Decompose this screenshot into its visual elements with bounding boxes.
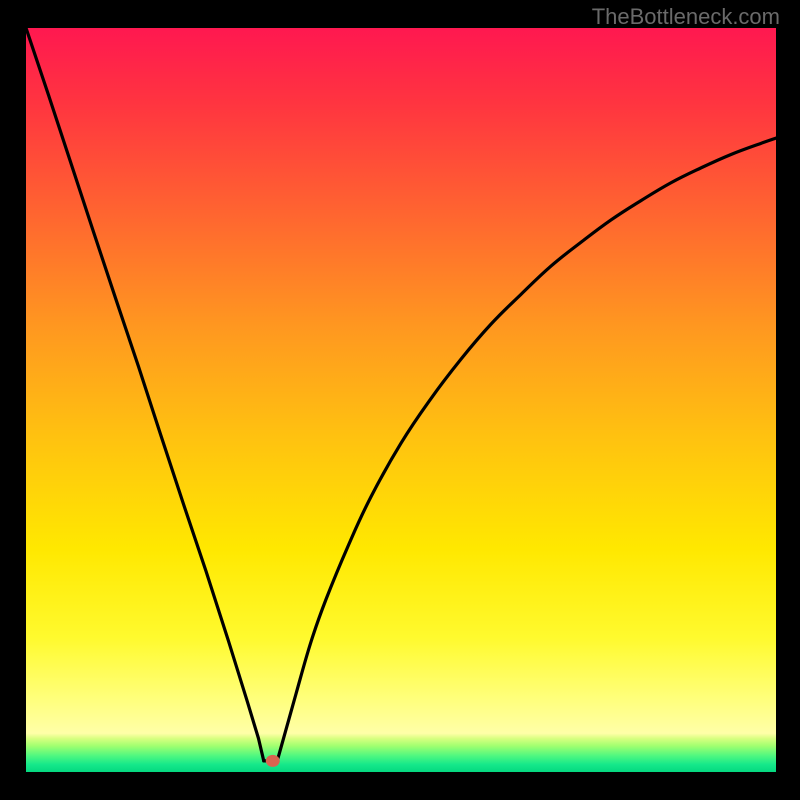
bottleneck-curve	[26, 28, 776, 772]
curve-segment	[277, 138, 776, 761]
watermark-text: TheBottleneck.com	[592, 4, 780, 30]
plot-area	[26, 28, 776, 772]
minimum-marker	[266, 755, 280, 767]
curve-segment	[26, 28, 264, 761]
